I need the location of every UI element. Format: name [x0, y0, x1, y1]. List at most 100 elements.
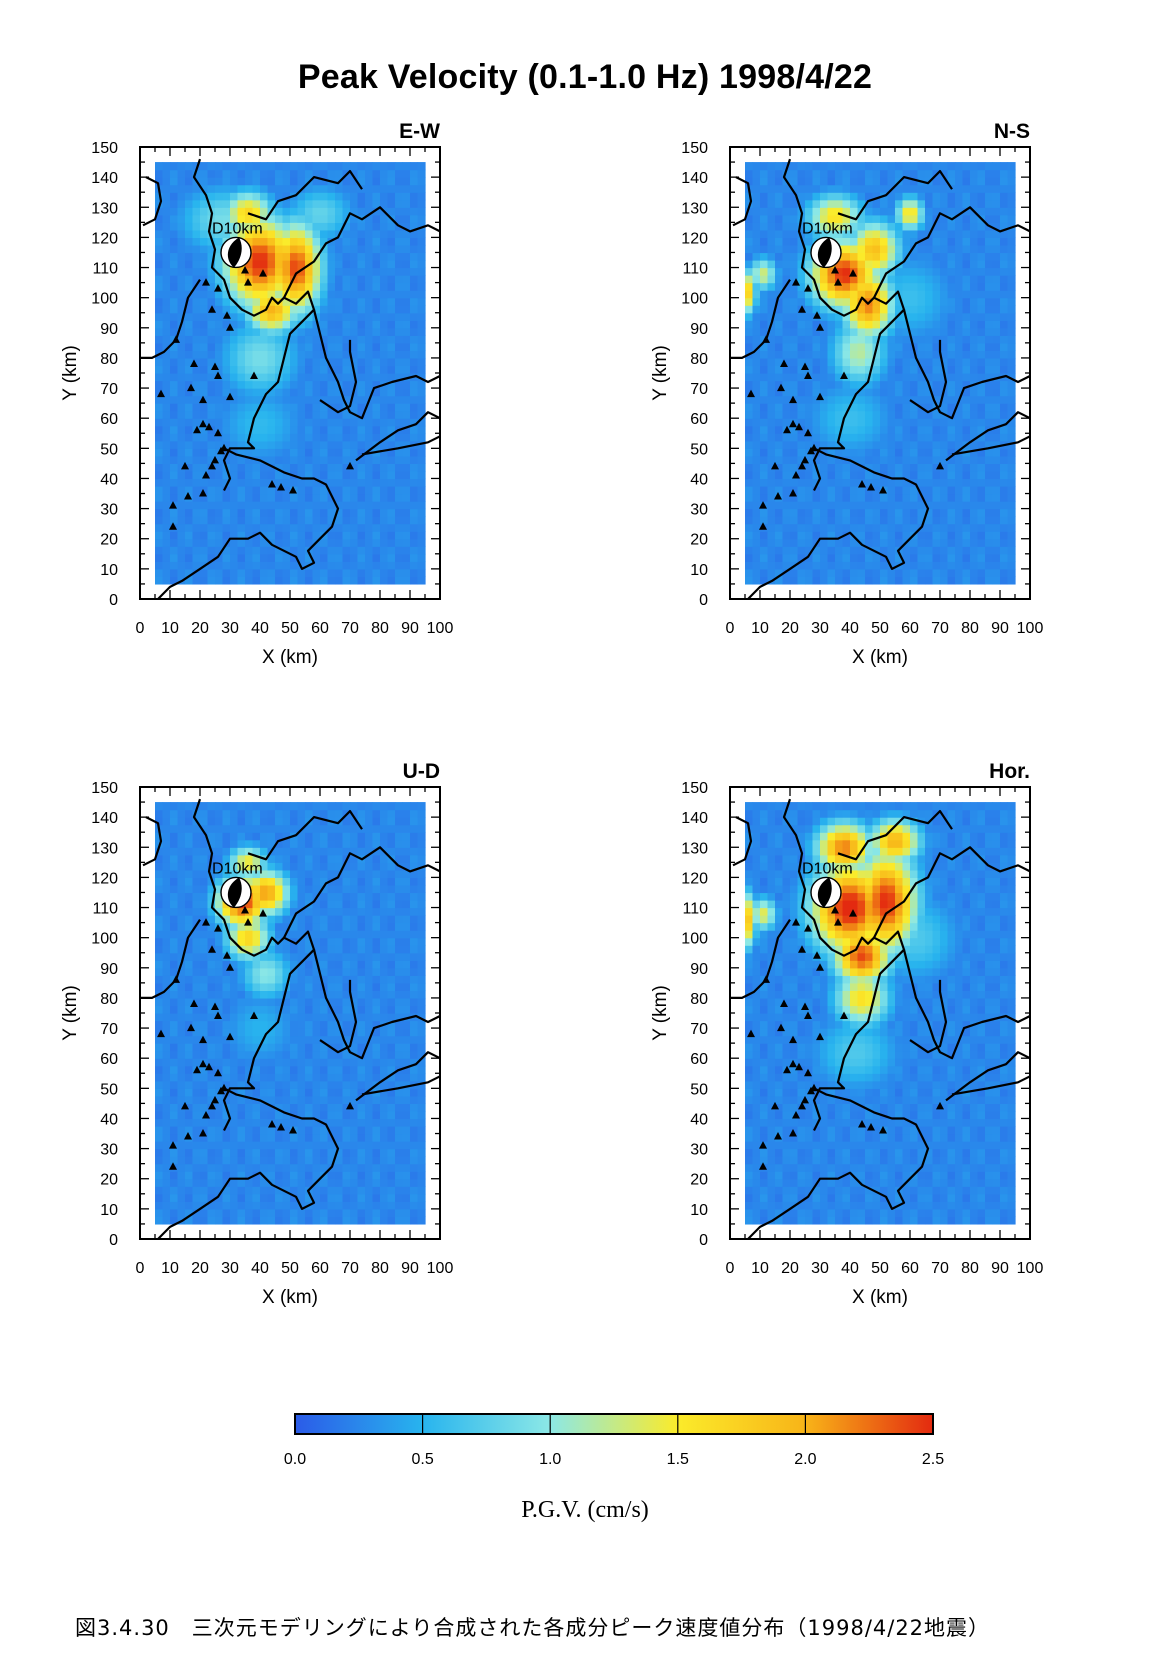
heatmap-cell [207, 1156, 216, 1165]
heatmap-cell [192, 237, 201, 246]
heatmap-cell [170, 1020, 179, 1029]
heatmap-cell [947, 320, 956, 329]
heatmap-cell [245, 455, 254, 464]
heatmap-cell [215, 1118, 224, 1127]
heatmap-cell [297, 252, 306, 261]
heatmap-cell [207, 1035, 216, 1044]
heatmap-cell [185, 1043, 194, 1052]
heatmap-cell [215, 320, 224, 329]
heatmap-cell [155, 523, 164, 532]
heatmap-cell [260, 237, 269, 246]
heatmap-cell [947, 199, 956, 208]
heatmap-cell [955, 486, 964, 495]
heatmap-cell [895, 478, 904, 487]
heatmap-cell [162, 1178, 171, 1187]
heatmap-cell [162, 1186, 171, 1195]
heatmap-cell [410, 222, 419, 231]
heatmap-cell [222, 478, 231, 487]
heatmap-cell [827, 350, 836, 359]
heatmap-cell [767, 335, 776, 344]
heatmap-cell [865, 493, 874, 502]
heatmap-cell [252, 350, 261, 359]
heatmap-cell [992, 553, 1001, 562]
heatmap-cell [955, 214, 964, 223]
heatmap-cell [207, 192, 216, 201]
heatmap-cell [880, 463, 889, 472]
heatmap-cell [925, 501, 934, 510]
heatmap-cell [335, 576, 344, 585]
heatmap-cell [805, 350, 814, 359]
heatmap-cell [760, 252, 769, 261]
heatmap-cell [842, 493, 851, 502]
heatmap-cell [782, 486, 791, 495]
heatmap-cell [320, 501, 329, 510]
heatmap-cell [275, 546, 284, 555]
heatmap-cell [327, 297, 336, 306]
heatmap-cell [200, 184, 209, 193]
heatmap-cell [185, 922, 194, 931]
heatmap-cell [842, 282, 851, 291]
heatmap-cell [1007, 388, 1016, 397]
heatmap-cell [827, 373, 836, 382]
heatmap-cell [222, 862, 231, 871]
heatmap-cell [357, 169, 366, 178]
heatmap-cell [782, 501, 791, 510]
heatmap-cell [192, 169, 201, 178]
station-marker [759, 522, 767, 530]
station-marker [771, 461, 779, 470]
heatmap-cell [1000, 335, 1009, 344]
heatmap-cell [207, 342, 216, 351]
heatmap-cell [192, 915, 201, 924]
heatmap-cell [962, 380, 971, 389]
heatmap-cell [230, 1133, 239, 1142]
heatmap-cell [917, 207, 926, 216]
heatmap-cell [155, 568, 164, 577]
heatmap-cell [170, 1080, 179, 1089]
coastline [247, 170, 363, 221]
heatmap-cell [932, 290, 941, 299]
heatmap-cell [797, 199, 806, 208]
heatmap-cell [925, 162, 934, 171]
heatmap-cell [775, 177, 784, 186]
heatmap-cell [282, 576, 291, 585]
heatmap-cell [200, 568, 209, 577]
heatmap-cell [985, 395, 994, 404]
heatmap-cell [155, 854, 164, 863]
heatmap-cell [230, 312, 239, 321]
heatmap-cell [977, 244, 986, 254]
heatmap-cell [812, 214, 821, 223]
heatmap-cell [155, 169, 164, 178]
heatmap-cell [185, 1110, 194, 1120]
heatmap-cell [185, 1178, 194, 1187]
heatmap-cell [192, 327, 201, 336]
heatmap-cell [207, 177, 216, 186]
heatmap-cell [222, 1043, 231, 1052]
heatmap-cell [820, 425, 829, 434]
heatmap-cell [812, 327, 821, 336]
heatmap-cell [865, 516, 874, 525]
depth-annotation: D10km [212, 220, 263, 237]
heatmap-cell [925, 463, 934, 472]
heatmap-cell [222, 982, 231, 991]
heatmap-cell [170, 455, 179, 464]
heatmap-cell [170, 478, 179, 487]
heatmap-cell [402, 493, 411, 502]
heatmap-cell [267, 380, 276, 389]
heatmap-cell [200, 1103, 209, 1112]
station-marker [807, 446, 815, 455]
y-tick-label: 110 [682, 261, 708, 278]
heatmap-cell [215, 516, 224, 525]
heatmap-cell [342, 373, 351, 382]
heatmap-cell [872, 531, 881, 540]
heatmap-cell [312, 237, 321, 246]
heatmap-cell [207, 275, 216, 284]
heatmap-cell [207, 817, 216, 826]
heatmap-cell [902, 365, 911, 374]
heatmap-cell [820, 470, 829, 480]
heatmap-cell [835, 576, 844, 585]
heatmap-cell [245, 531, 254, 540]
heatmap-cell [200, 388, 209, 397]
heatmap-cell [947, 222, 956, 231]
heatmap-cell [805, 335, 814, 344]
heatmap-cell [372, 546, 381, 555]
